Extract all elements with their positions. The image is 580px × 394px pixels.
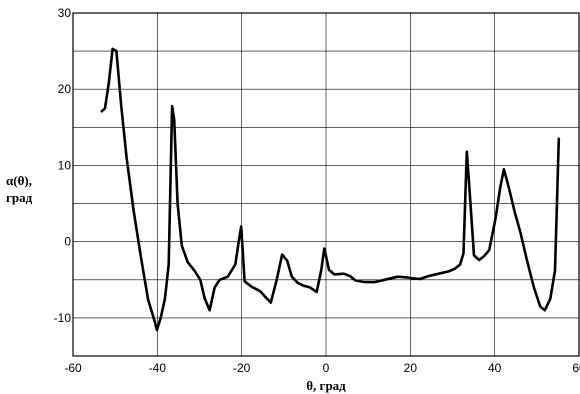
x-tick-label: 20	[404, 361, 418, 375]
y-tick-label: 30	[58, 6, 72, 20]
x-tick-label: 60	[572, 361, 580, 375]
y-tick-label: 20	[58, 82, 72, 96]
y-tick-labels: -10 0 10 20 30	[54, 6, 72, 325]
x-tick-label: -40	[149, 361, 167, 375]
plot-frame	[72, 12, 580, 357]
x-tick-label: 40	[488, 361, 502, 375]
series-line	[100, 47, 561, 332]
y-axis-label-line1: α(θ),	[6, 173, 32, 188]
series-group	[100, 47, 561, 332]
y-tick-label: 10	[58, 158, 72, 172]
y-axis-label-line2: град	[6, 190, 33, 205]
x-tick-label: -60	[64, 361, 82, 375]
x-tick-labels: -60 -40 -20 0 20 40 60	[64, 361, 580, 375]
x-axis-label: θ, град	[306, 378, 346, 393]
y-tick-label: 0	[64, 235, 71, 249]
x-tick-label: -20	[233, 361, 251, 375]
x-tick-label: 0	[323, 361, 330, 375]
y-tick-label: -10	[54, 311, 72, 325]
